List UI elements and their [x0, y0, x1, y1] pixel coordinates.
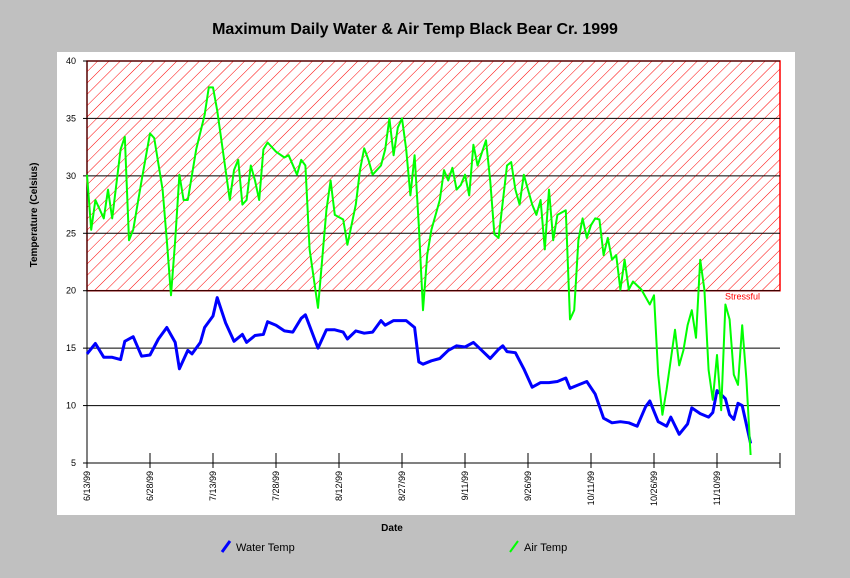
legend-label: Water Temp: [236, 542, 295, 554]
y-axis-label: Temperature (Celsius): [29, 163, 40, 268]
legend-swatch: [509, 540, 519, 553]
x-tick-label: 9/26/99: [523, 471, 533, 501]
x-tick-label: 7/28/99: [271, 471, 281, 501]
x-tick-label: 8/12/99: [334, 471, 344, 501]
x-tick-label: 10/26/99: [649, 471, 659, 506]
y-tick-label: 35: [66, 113, 76, 123]
y-tick-label: 20: [66, 286, 76, 296]
x-axis-label: Date: [381, 523, 403, 534]
y-tick-label: 25: [66, 228, 76, 238]
x-tick-label: 6/28/99: [145, 471, 155, 501]
x-tick-label: 6/13/99: [82, 471, 92, 501]
legend-label: Air Temp: [524, 542, 567, 554]
y-tick-label: 15: [66, 343, 76, 353]
data-line: [85, 296, 753, 444]
legend-swatch: [220, 540, 232, 553]
x-tick-label: 7/13/99: [208, 471, 218, 501]
y-tick-label: 5: [71, 458, 76, 468]
y-tick-label: 40: [66, 56, 76, 66]
x-tick-label: 11/10/99: [712, 471, 722, 505]
y-tick-label: 30: [66, 171, 76, 181]
x-tick-label: 10/11/99: [586, 471, 596, 505]
band-label: Stressful: [725, 292, 760, 302]
x-tick-label: 8/27/99: [397, 471, 407, 501]
chart-title: Maximum Daily Water & Air Temp Black Bea…: [212, 21, 618, 38]
data-line: [86, 86, 752, 456]
x-tick-label: 9/11/99: [460, 471, 470, 500]
y-tick-label: 10: [66, 401, 76, 411]
